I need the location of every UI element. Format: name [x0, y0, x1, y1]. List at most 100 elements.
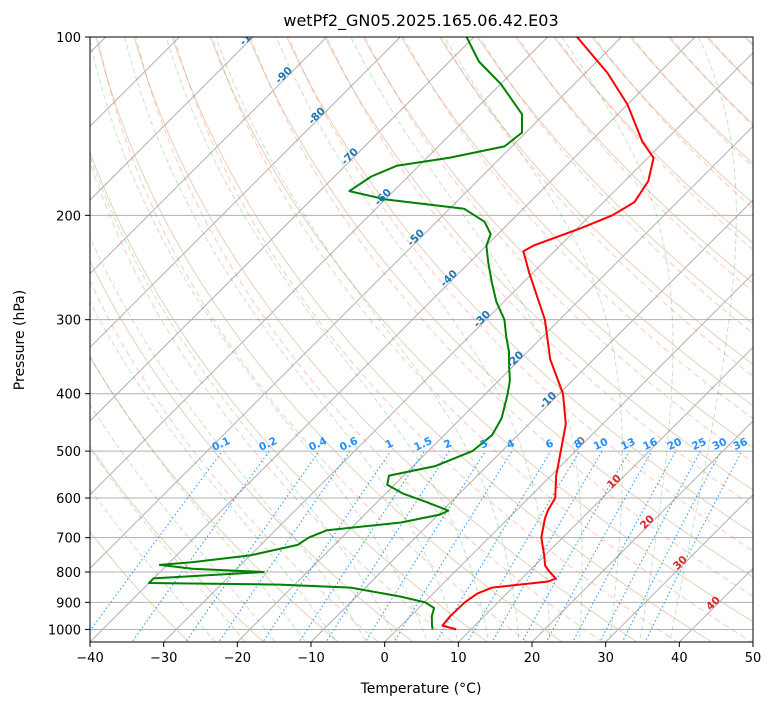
y-axis-label: Pressure (hPa)	[12, 290, 28, 390]
isotherm-dashed	[364, 37, 753, 463]
dry-adiabat	[400, 37, 753, 407]
isotherm-line	[90, 37, 402, 349]
mixing-ratio-label: 1	[384, 437, 396, 451]
mixing-ratio-label: 4	[505, 437, 517, 451]
mixing-ratio-line	[393, 450, 513, 642]
mixing-ratio-line	[325, 450, 450, 642]
mixing-ratio-label: 36	[731, 436, 749, 453]
sounding-series	[148, 37, 655, 631]
y-tick-label: 700	[56, 532, 81, 547]
isotherm-label: -90	[273, 65, 295, 87]
dry-adiabat	[286, 37, 753, 534]
mixing-ratio-line	[621, 450, 722, 642]
isotherm-label: -60	[372, 186, 394, 208]
isotherm-dashed	[249, 37, 753, 598]
y-axis-ticks: 1000 900 800 700 600 500 400 300 200 100	[48, 31, 90, 638]
x-tick-label: 30	[597, 651, 614, 666]
dry-adiabat	[90, 356, 340, 642]
y-tick-label: 200	[56, 209, 81, 224]
chart-title: wetPf2_GN05.2025.165.06.42.E03	[283, 11, 558, 31]
moist-adiabat	[90, 355, 307, 642]
temperature-line	[441, 37, 655, 631]
y-tick-label: 300	[56, 314, 81, 329]
x-tick-label: 0	[381, 651, 389, 666]
moist-adiabat	[350, 37, 583, 642]
isotherm-line	[90, 37, 696, 642]
mixing-ratio-label: 6	[544, 437, 556, 451]
x-tick-label: 50	[745, 651, 762, 666]
mixing-ratio-label: 20	[665, 436, 683, 453]
dewpoint-line	[148, 37, 523, 630]
moist-adiabat	[90, 488, 216, 642]
dry-adiabat	[756, 10, 775, 654]
isotherm-dashed	[97, 37, 529, 642]
mixing-ratio-line	[262, 450, 392, 642]
y-tick-label: 500	[56, 445, 81, 460]
moist-adiabat	[90, 447, 246, 642]
moist-adiabat	[90, 235, 367, 642]
isobar-gridlines	[90, 37, 753, 630]
y-tick-label: 600	[56, 492, 81, 507]
plot-frame	[89, 36, 754, 643]
y-tick-label: 800	[56, 566, 81, 581]
mixing-ratio-label: 30	[711, 436, 729, 453]
dry-adiabat	[133, 37, 638, 642]
moist-adiabat	[165, 37, 490, 642]
dry-adiabat	[705, 37, 753, 86]
dry-adiabat-lines	[90, 10, 775, 654]
isotherm-line	[0, 10, 59, 654]
dry-adiabat	[90, 445, 265, 642]
dry-adiabat	[438, 37, 753, 366]
isotherm-line	[90, 37, 549, 496]
dry-adiabat	[90, 531, 190, 642]
isotherm-line	[752, 641, 753, 642]
isotherm-line	[162, 51, 753, 642]
isotherm-dashed	[211, 37, 753, 642]
dry-adiabat	[95, 37, 564, 642]
y-tick-label: 1000	[48, 623, 81, 638]
x-tick-label: −10	[297, 651, 324, 666]
isotherm-line	[90, 37, 254, 201]
isotherm-dashed	[555, 37, 753, 251]
isotherm-label: -30	[471, 308, 493, 330]
x-tick-label: 10	[450, 651, 467, 666]
isotherm-dashed	[759, 10, 775, 654]
dry-adiabat	[324, 37, 753, 491]
mixing-ratio-label: 8	[572, 437, 584, 451]
dry-adiabat	[209, 37, 753, 623]
isotherm-label: -20	[504, 349, 526, 371]
mixing-ratio-label: 3	[478, 437, 490, 451]
isotherm-line	[604, 493, 753, 642]
isotherm-label: 20	[638, 513, 657, 532]
isotherm-dashed	[478, 37, 753, 335]
isotherm-line	[90, 37, 623, 570]
mixing-ratio-line	[466, 450, 580, 642]
isotherm-dashed	[90, 160, 454, 642]
y-tick-label: 900	[56, 596, 81, 611]
x-tick-label: −30	[150, 651, 177, 666]
dry-adiabat	[362, 37, 753, 449]
mixing-ratio-line	[218, 450, 351, 642]
dry-adiabat	[477, 37, 753, 325]
mixing-ratio-line	[298, 450, 425, 642]
moist-adiabat	[561, 37, 674, 642]
dry-adiabat	[171, 37, 713, 642]
moist-adiabat-lines	[90, 37, 737, 642]
isotherm-line	[90, 37, 475, 422]
moist-adiabat	[443, 37, 623, 642]
moist-adiabat	[124, 37, 459, 642]
moist-adiabat	[90, 403, 276, 642]
x-axis-label: Temperature (°C)	[360, 681, 482, 697]
dry-adiabat	[90, 150, 489, 642]
moist-adiabat	[90, 300, 337, 642]
isotherm-dashed	[326, 37, 753, 507]
isotherm-dashed	[745, 37, 753, 45]
mixing-ratio-label: 10	[592, 436, 610, 453]
isotherm-line	[90, 37, 181, 128]
moist-adiabat	[669, 37, 737, 642]
mixing-ratio-lines	[90, 450, 743, 642]
mixing-ratio-label: 2	[442, 437, 454, 451]
isotherm-label: -100	[237, 21, 264, 48]
